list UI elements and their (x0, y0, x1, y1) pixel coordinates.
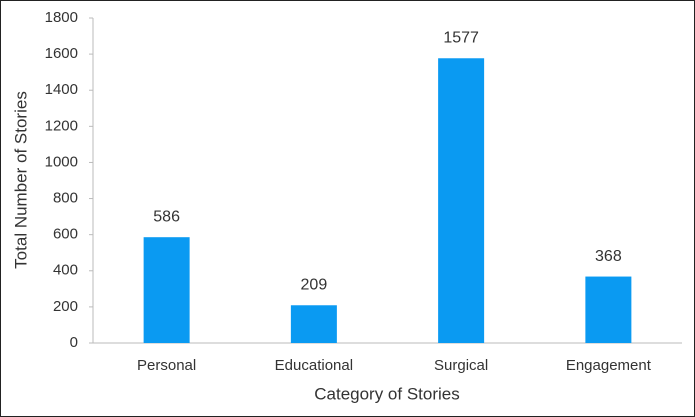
y-tick-label: 0 (70, 334, 78, 351)
y-tick-label: 1000 (45, 153, 78, 170)
y-tick-label: 1200 (45, 117, 78, 134)
y-tick-label: 200 (53, 298, 78, 315)
bar (585, 276, 632, 343)
bar (290, 305, 337, 343)
data-label: 1577 (443, 29, 479, 46)
y-tick-label: 1600 (45, 45, 78, 62)
y-tick-label: 800 (53, 190, 78, 207)
data-label: 368 (595, 248, 622, 265)
data-label: 586 (153, 208, 180, 225)
x-tick-label: Personal (137, 357, 196, 374)
x-axis-title: Category of Stories (314, 384, 460, 403)
bar (143, 237, 190, 343)
x-tick-label: Surgical (434, 357, 488, 374)
y-axis-title: Total Number of Stories (11, 91, 30, 269)
data-label: 209 (301, 276, 328, 293)
x-tick-label: Engagement (566, 357, 652, 374)
y-tick-label: 1800 (45, 9, 78, 26)
x-tick-label: Educational (275, 357, 353, 374)
bar (438, 58, 485, 344)
y-tick-label: 400 (53, 262, 78, 279)
y-tick-label: 600 (53, 226, 78, 243)
y-tick-label: 1400 (45, 81, 78, 98)
